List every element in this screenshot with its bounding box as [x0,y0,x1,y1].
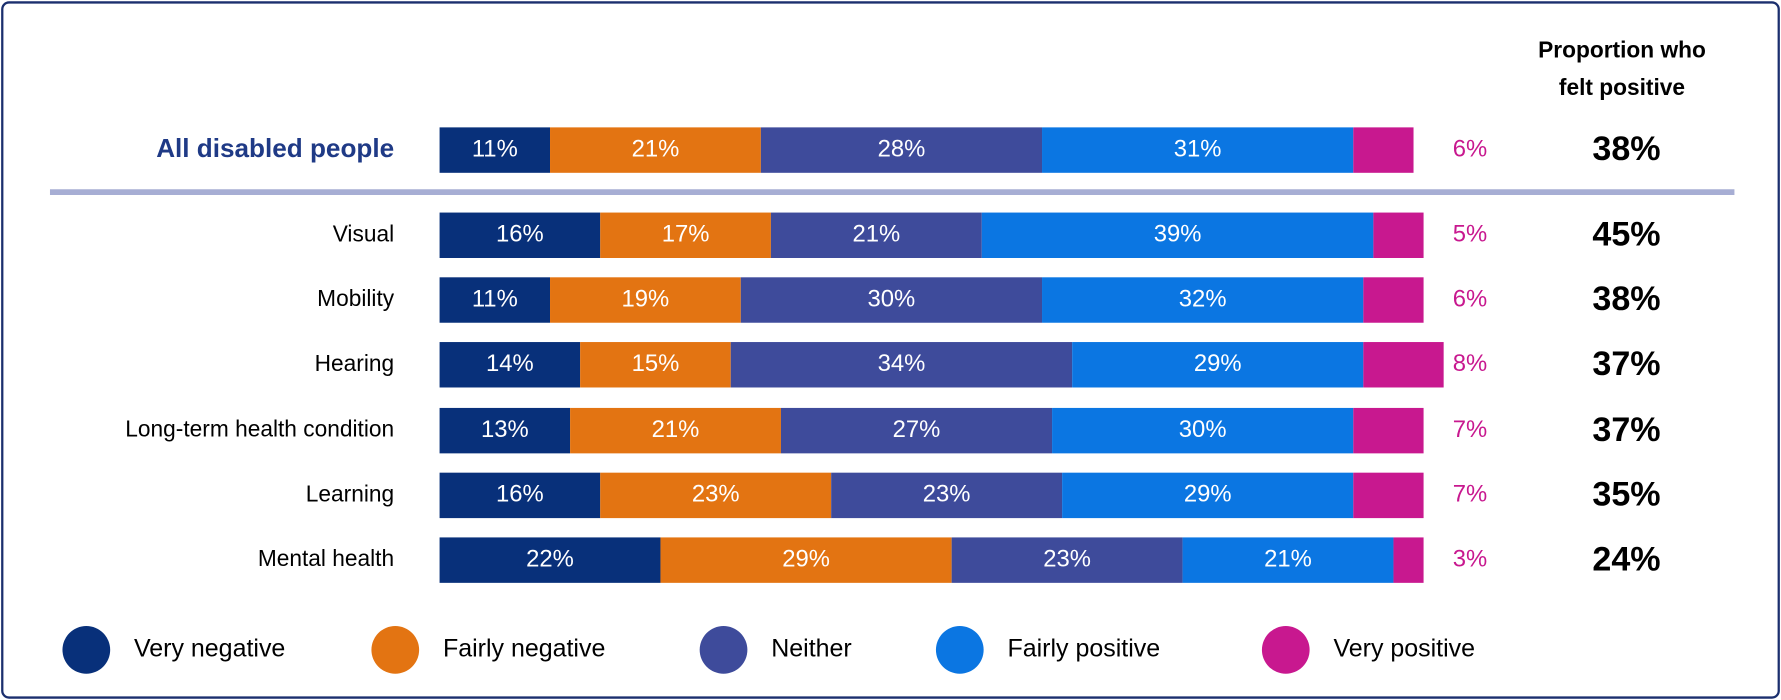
value-label: 39% [1154,221,1202,248]
value-label: 13% [481,416,529,443]
value-label: 3% [1453,545,1487,572]
bar-segment [439,127,551,173]
bar-segment [439,277,551,323]
bar-segment [1042,127,1354,173]
value-label: 5% [1453,221,1487,248]
value-label: 29% [1184,481,1232,508]
bar-segment [1062,472,1354,519]
value-label: 27% [893,416,941,443]
legend-label: Very positive [1333,634,1475,662]
category-label: Long-term health condition [125,416,394,442]
legend-swatch [1261,626,1310,674]
category-label: All disabled people [156,133,394,163]
legend-swatch [371,626,420,674]
value-label: 19% [622,285,670,312]
bar-segment [1393,537,1424,583]
bar-segment [1072,342,1364,388]
legend-swatch [935,626,984,674]
bar-segment [770,212,982,258]
legend-label: Very negative [134,634,285,662]
value-label: 7% [1453,416,1487,443]
value-label: 7% [1453,481,1487,508]
category-label: Mental health [258,545,394,571]
proportion-value: 35% [1592,476,1660,514]
proportion-value: 38% [1592,130,1660,168]
value-label: 8% [1453,350,1487,377]
bar-segment [550,127,761,173]
bar-segment [760,127,1043,173]
value-label: 6% [1453,285,1487,312]
category-label: Learning [306,480,394,506]
value-label: 21% [652,416,700,443]
bar-segment [1353,127,1414,173]
value-label: 21% [632,135,680,162]
value-label: 11% [472,135,518,162]
bar-segment [600,472,832,519]
bar-segment [981,212,1374,258]
bar-segment [439,407,571,454]
proportion-value: 38% [1592,280,1660,318]
bar-segment [740,277,1043,323]
value-label: 17% [662,221,710,248]
bar-segment [780,407,1053,454]
bar-segment [1182,537,1394,583]
bar-segment [730,342,1073,388]
proportion-value: 24% [1592,540,1660,578]
value-label: 16% [496,481,544,508]
bar-segment [439,472,601,519]
value-label: 29% [782,545,830,572]
value-label: 16% [496,221,544,248]
category-label: Visual [333,220,394,246]
bar-segment [1042,277,1364,323]
bar-segment [1353,472,1424,519]
value-label: 23% [692,481,740,508]
value-label: 21% [1264,545,1312,572]
value-label: 23% [923,481,971,508]
legend-label: Fairly positive [1007,634,1160,662]
bar-segment [1363,277,1424,323]
bar-segment [439,342,581,388]
value-label: 15% [632,350,680,377]
bar-segment [951,537,1183,583]
proportion-value: 37% [1592,345,1660,383]
value-label: 30% [868,285,916,312]
bar-segment [831,472,1063,519]
bar-segment [600,212,771,258]
value-label: 31% [1174,135,1222,162]
value-label: 32% [1179,285,1227,312]
value-label: 21% [852,221,900,248]
category-label: Mobility [317,285,395,311]
bar-segment [439,212,601,258]
bar-segment [570,407,781,454]
legend-label: Neither [771,634,852,662]
value-label: 22% [526,545,574,572]
bar-segment [439,537,661,583]
bar-segment [1363,342,1444,388]
bar-segment [580,342,731,388]
proportion-value: 45% [1592,215,1660,253]
value-label: 30% [1179,416,1227,443]
bar-segment [1373,212,1424,258]
bar-segment [1052,407,1354,454]
value-label: 34% [878,350,926,377]
value-label: 11% [472,285,518,312]
bar-segment [660,537,952,583]
proportion-value: 37% [1592,411,1660,449]
category-label: Hearing [315,350,395,376]
bar-segment [550,277,741,323]
value-label: 6% [1453,135,1487,162]
value-label: 23% [1043,545,1091,572]
legend-label: Fairly negative [443,634,605,662]
value-label: 28% [878,135,926,162]
legend-swatch [62,626,111,674]
bar-segment [1353,407,1424,454]
value-label: 29% [1194,350,1242,377]
legend-swatch [699,626,748,674]
proportion-title: Proportion who [1538,36,1706,62]
proportion-title: felt positive [1559,74,1685,100]
value-label: 14% [486,350,534,377]
